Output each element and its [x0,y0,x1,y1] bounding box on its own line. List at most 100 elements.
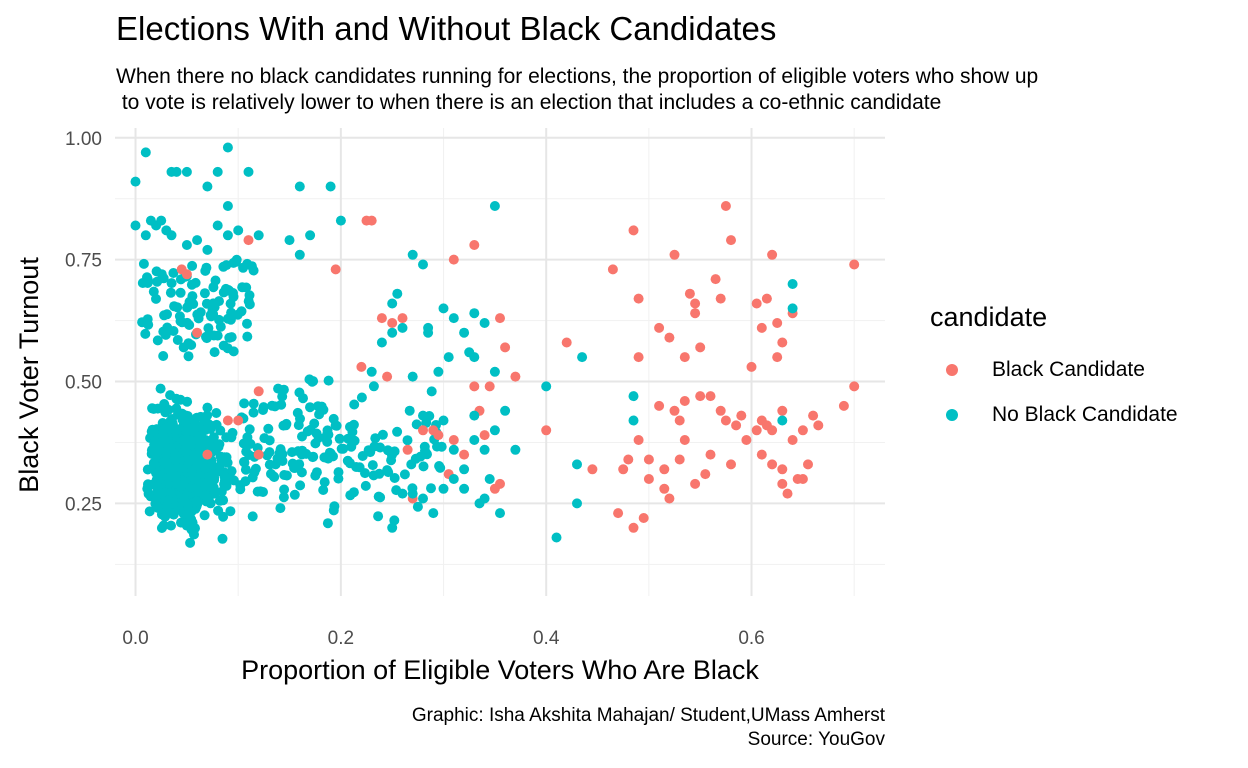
point-black-candidate [202,449,213,460]
point-no-black-candidate [392,288,403,299]
point-black-candidate [679,435,690,445]
point-no-black-candidate [158,326,169,337]
point-black-candidate [623,454,634,465]
point-black-candidate [402,444,413,455]
point-black-candidate [787,435,798,445]
point-black-candidate [643,474,654,484]
point-no-black-candidate [402,435,413,446]
point-no-black-candidate [316,401,327,412]
point-black-candidate [690,308,701,319]
point-no-black-candidate [500,405,511,416]
point-no-black-candidate [333,467,344,478]
point-black-candidate [772,352,783,363]
point-no-black-candidate [459,464,470,475]
point-no-black-candidate [479,318,490,328]
point-no-black-candidate [182,302,193,313]
point-black-candidate [669,405,680,416]
point-no-black-candidate [577,352,588,363]
point-no-black-candidate [163,443,174,454]
point-no-black-candidate [201,262,212,273]
point-black-candidate [654,322,665,333]
point-no-black-candidate [202,244,213,255]
point-no-black-candidate [199,510,210,521]
point-black-candidate [838,400,849,411]
legend-marker-black-candidate [946,363,958,376]
point-no-black-candidate [175,287,186,298]
point-black-candidate [695,391,706,402]
point-no-black-candidate [212,166,223,177]
point-no-black-candidate [305,230,316,241]
point-no-black-candidate [166,278,177,289]
point-black-candidate [751,298,762,309]
point-no-black-candidate [258,405,268,415]
point-no-black-candidate [495,508,505,519]
point-no-black-candidate [278,492,289,503]
point-no-black-candidate [217,533,228,544]
point-no-black-candidate [223,285,234,295]
point-no-black-candidate [242,258,253,269]
point-black-candidate [736,410,747,421]
point-no-black-candidate [387,522,398,533]
point-black-candidate [679,396,690,406]
point-black-candidate [777,464,788,475]
x-tick-label: 0.0 [122,628,148,649]
point-no-black-candidate [322,518,333,529]
point-no-black-candidate [200,480,211,491]
point-no-black-candidate [426,386,437,397]
chart-subtitle: When there no black candidates running f… [116,65,1039,114]
point-no-black-candidate [284,235,295,246]
point-no-black-candidate [329,501,340,512]
point-no-black-candidate [354,462,365,473]
point-no-black-candidate [239,456,249,467]
point-no-black-candidate [142,278,153,288]
point-no-black-candidate [201,333,212,344]
point-no-black-candidate [349,399,360,410]
point-no-black-candidate [233,225,244,236]
point-no-black-candidate [151,266,162,277]
point-no-black-candidate [208,482,219,493]
point-no-black-candidate [407,371,418,382]
grid-lines [115,128,885,596]
point-no-black-candidate [448,474,459,484]
point-no-black-candidate [143,481,153,492]
point-black-candidate [633,293,644,304]
point-no-black-candidate [370,433,381,444]
point-no-black-candidate [294,459,305,470]
point-black-candidate [720,415,731,426]
point-black-candidate [253,449,264,460]
point-black-candidate [705,449,716,460]
point-no-black-candidate [373,491,384,502]
point-black-candidate [710,274,721,285]
point-no-black-candidate [225,506,236,517]
point-no-black-candidate [399,469,410,480]
caption: Graphic: Isha Akshita Mahajan/ Student,U… [412,704,885,752]
point-no-black-candidate [309,418,320,429]
point-no-black-candidate [166,520,176,531]
point-no-black-candidate [275,444,286,455]
point-no-black-candidate [389,446,400,457]
point-black-candidate [500,342,511,353]
point-no-black-candidate [218,340,229,351]
point-black-candidate [233,415,244,426]
point-no-black-candidate [387,327,398,338]
point-no-black-candidate [171,393,182,404]
point-black-candidate [192,327,203,338]
point-no-black-candidate [184,456,194,467]
point-no-black-candidate [489,201,500,211]
point-black-candidate [772,318,783,328]
point-no-black-candidate [348,487,359,498]
point-no-black-candidate [357,451,368,461]
point-black-candidate [777,405,788,416]
point-no-black-candidate [157,436,168,447]
point-no-black-candidate [323,453,334,464]
chart-title: Elections With and Without Black Candida… [116,10,777,47]
point-no-black-candidate [181,240,192,250]
point-no-black-candidate [211,408,222,418]
point-black-candidate [222,415,233,426]
point-no-black-candidate [242,331,253,342]
point-black-candidate [469,240,480,250]
point-black-candidate [684,288,695,299]
point-no-black-candidate [314,409,325,420]
point-black-candidate [330,264,341,275]
